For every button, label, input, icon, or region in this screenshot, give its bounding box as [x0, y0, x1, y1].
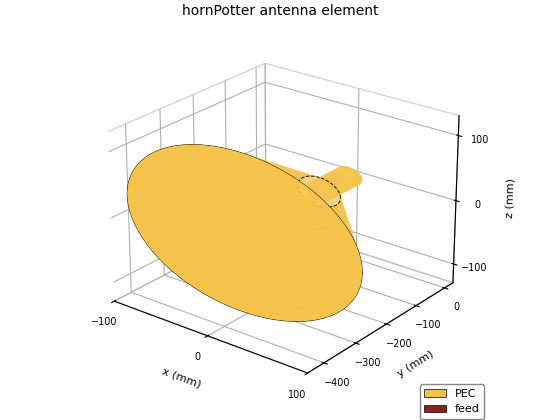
Title: hornPotter antenna element: hornPotter antenna element: [182, 4, 378, 18]
Legend: PEC, feed: PEC, feed: [419, 384, 484, 419]
X-axis label: x (mm): x (mm): [161, 366, 203, 390]
Y-axis label: y (mm): y (mm): [396, 349, 436, 379]
